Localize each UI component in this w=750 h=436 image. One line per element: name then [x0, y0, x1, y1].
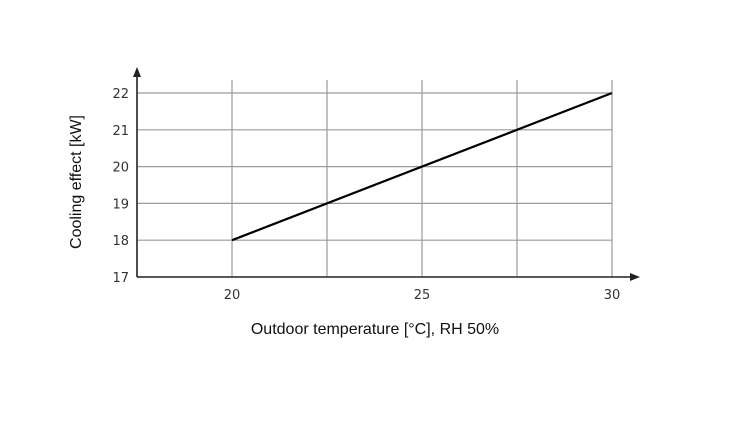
y-axis-title: Cooling effect [kW] [68, 115, 85, 249]
y-tick-label: 17 [112, 271, 129, 286]
x-tick-label: 30 [604, 288, 621, 303]
data-series [231, 91, 613, 242]
tick-labels: 17 18 19 20 21 22 20 25 30 [112, 87, 620, 303]
x-tick-label: 20 [224, 288, 241, 303]
y-tick-label: 21 [112, 124, 129, 139]
y-axis-arrow [133, 67, 141, 77]
grid-lines [137, 80, 613, 277]
x-axis-arrow [630, 273, 640, 281]
y-tick-label: 18 [112, 234, 129, 249]
x-axis-title: Outdoor temperature [°C], RH 50% [251, 321, 499, 338]
y-tick-label: 20 [112, 161, 129, 176]
y-tick-label: 19 [112, 197, 129, 212]
x-tick-label: 25 [414, 288, 431, 303]
series-line [231, 91, 613, 242]
y-tick-label: 22 [112, 87, 129, 102]
axes [133, 67, 640, 281]
